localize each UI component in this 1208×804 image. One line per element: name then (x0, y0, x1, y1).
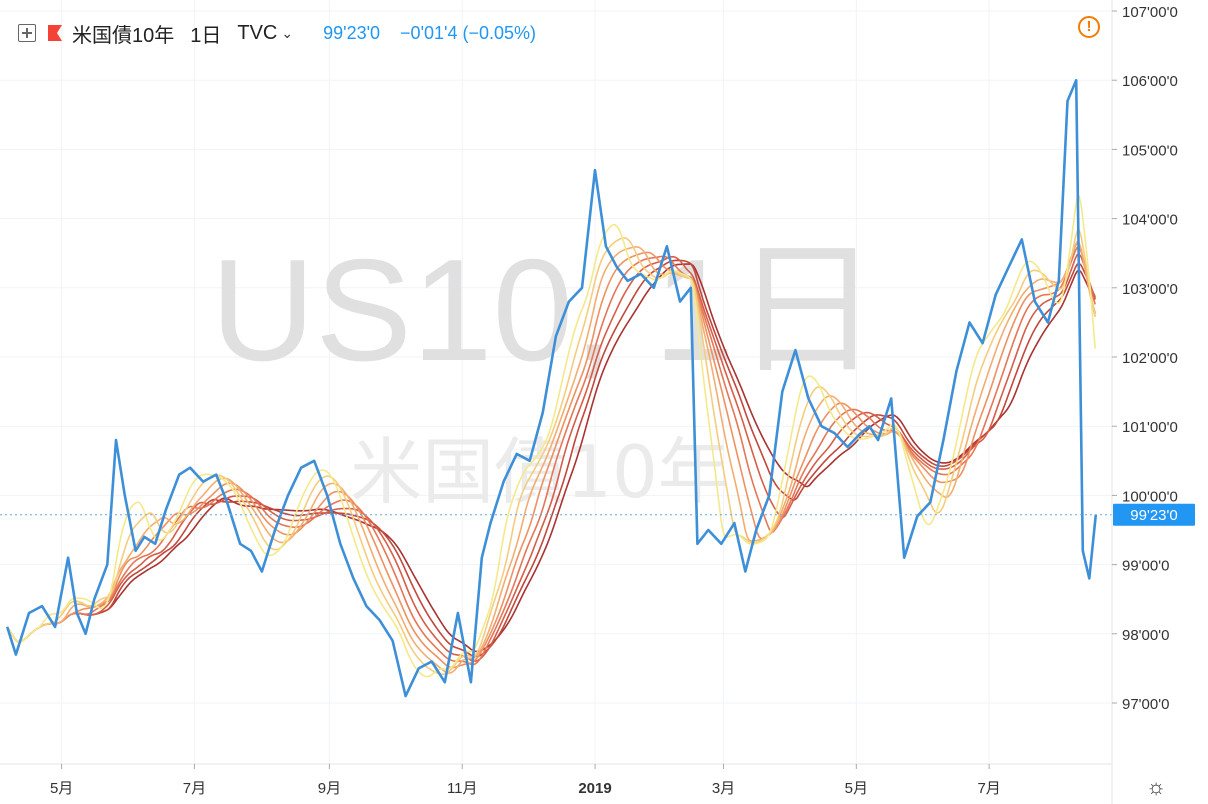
price-line (5, 78, 1098, 698)
y-tick-label: 103'00'0 (1122, 281, 1178, 298)
last-price-label-text: 99'23'0 (1130, 507, 1177, 524)
y-tick-label: 104'00'0 (1122, 212, 1178, 229)
grid-lines (0, 0, 1112, 764)
x-tick-label: 5月 (50, 780, 73, 797)
y-tick-label: 107'00'0 (1122, 4, 1178, 21)
moving-average-line (6, 195, 1096, 678)
symbol-name[interactable]: 米国債10年 (72, 24, 175, 47)
moving-average-line (6, 259, 1096, 658)
y-tick-label: 102'00'0 (1122, 350, 1178, 367)
y-tick-label: 101'00'0 (1122, 419, 1178, 436)
exclamation-circle-icon[interactable]: ! (1078, 16, 1100, 38)
last-price-label-box (1113, 503, 1195, 526)
moving-average-line (6, 246, 1096, 666)
y-tick-label: 97'00'0 (1122, 696, 1169, 713)
x-tick-label: 7月 (183, 780, 206, 797)
x-tick-label: 3月 (712, 780, 735, 797)
gear-icon[interactable]: ☼ (1146, 774, 1167, 799)
last-price: 99'23'0 (323, 22, 381, 43)
watermark-line1: US10, 1日 (211, 229, 880, 391)
exchange[interactable]: TVC (237, 21, 278, 44)
plus-square-icon[interactable] (18, 24, 36, 42)
watermark: US10, 1日 米国債10年 (211, 229, 880, 514)
y-tick-label: 98'00'0 (1122, 627, 1169, 644)
y-tick-label: 106'00'0 (1122, 73, 1178, 90)
moving-average-line (6, 263, 1096, 653)
chevron-down-icon[interactable]: ⌄ (281, 24, 294, 41)
interval[interactable]: 1日 (190, 24, 222, 47)
time-axis[interactable]: 5月 7月 9月 11月 2019 3月 5月 7月 (50, 764, 1001, 797)
x-tick-label: 9月 (318, 780, 341, 797)
x-tick-label: 2019 (578, 780, 611, 797)
price-change: −0'01'4 (−0.05%) (400, 22, 537, 43)
y-tick-label: 100'00'0 (1122, 488, 1178, 505)
last-price-label: 99'23'0 (1113, 503, 1195, 526)
y-tick-label: 99'00'0 (1122, 558, 1169, 575)
x-tick-label: 7月 (977, 780, 1000, 797)
moving-average-line (6, 240, 1096, 674)
y-tick-label: 105'00'0 (1122, 142, 1178, 159)
red-flag-icon[interactable] (46, 24, 64, 42)
chart-header: 米国債10年 1日 TVC ⌄ 99'23'0 −0'01'4 (−0.05%) (18, 18, 536, 48)
x-tick-label: 11月 (447, 780, 478, 797)
moving-average-ribbon (6, 195, 1096, 678)
x-tick-label: 5月 (845, 780, 868, 797)
price-axis[interactable]: 97'00'0 98'00'0 99'00'0 100'00'0 101'00'0 102… (1112, 4, 1178, 713)
moving-average-line (6, 229, 1096, 676)
